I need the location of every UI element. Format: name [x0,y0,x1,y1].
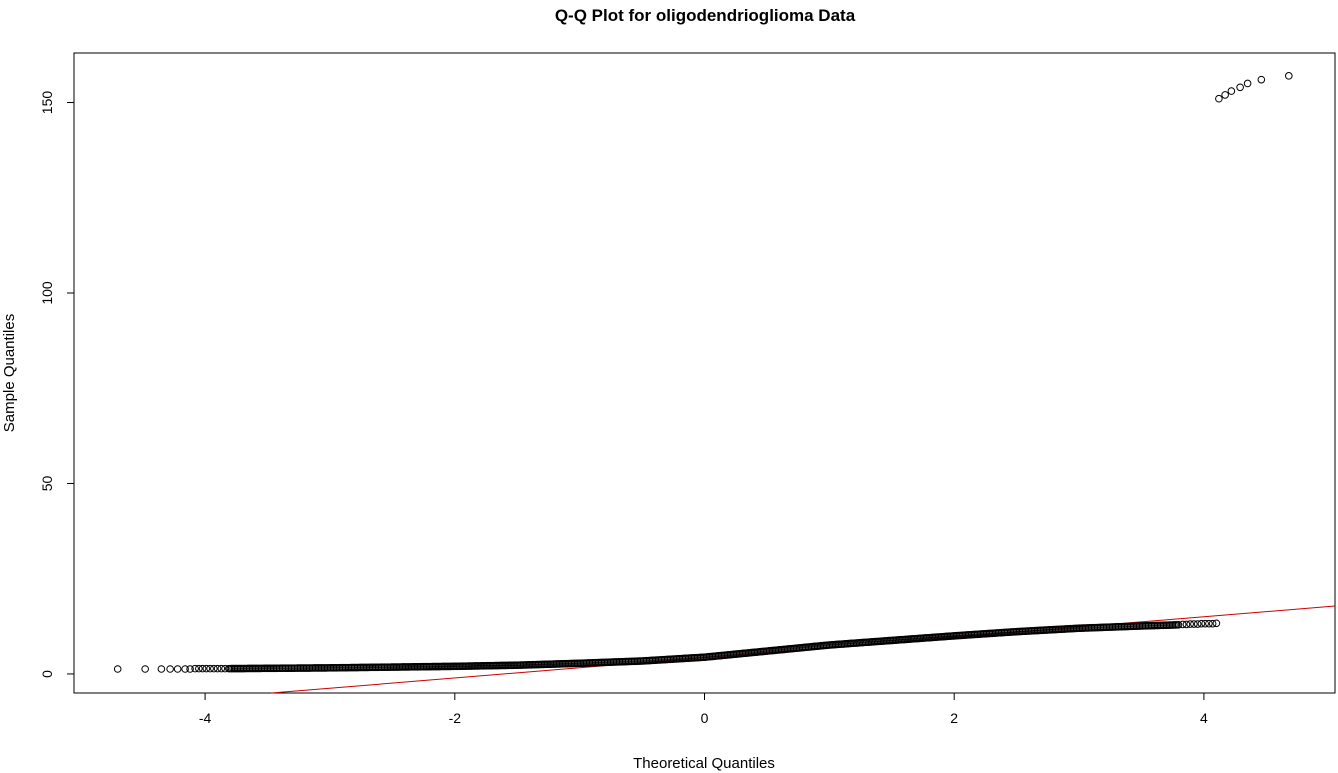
x-tick-label: -4 [199,710,212,726]
plot-frame [73,52,1336,694]
data-point [1182,620,1191,629]
data-points [113,72,1293,673]
data-point [195,664,203,673]
data-point [141,665,149,673]
data-point [198,664,207,673]
data-point [1178,620,1187,629]
data-point [202,664,211,673]
data-point [225,664,233,673]
data-point [1186,620,1194,628]
data-point [1190,620,1198,628]
data-point [1285,72,1293,80]
data-point [1174,621,1183,629]
data-point [113,665,122,673]
x-axis: -4 -2 0 2 4 [199,692,1208,726]
y-axis: 0 50 100 150 [39,91,75,678]
data-point [181,665,189,673]
data-point [1236,83,1244,92]
data-point [213,664,222,673]
data-point [1212,619,1221,628]
data-point [157,665,166,673]
data-point [1221,91,1229,99]
data-point [1227,87,1236,95]
data-point [221,664,229,673]
x-tick-label: 2 [950,710,958,726]
x-tick-label: 0 [701,710,709,726]
data-point [1197,619,1206,628]
x-tick-label: -2 [449,710,462,726]
data-point [1205,619,1213,628]
data-point [1201,619,1209,628]
y-tick-label: 0 [39,670,55,678]
x-axis-label: Theoretical Quantiles [633,755,775,772]
data-point [191,664,199,673]
data-point [186,665,194,673]
data-point [1193,620,1202,628]
data-point [1215,94,1223,103]
chart-title: Q-Q Plot for oligodendrioglioma Data [555,6,856,25]
y-tick-label: 50 [39,475,55,491]
data-point [206,664,214,673]
data-point [1208,619,1217,628]
x-tick-label: 4 [1200,710,1208,726]
data-point [1257,75,1266,84]
data-point [173,665,182,673]
data-point [166,665,174,673]
y-tick-label: 100 [39,281,55,305]
data-point [217,664,226,673]
y-tick-label: 150 [39,91,55,115]
y-axis-label: Sample Quantiles [1,314,18,432]
data-point [210,664,218,673]
data-point [1243,79,1252,88]
